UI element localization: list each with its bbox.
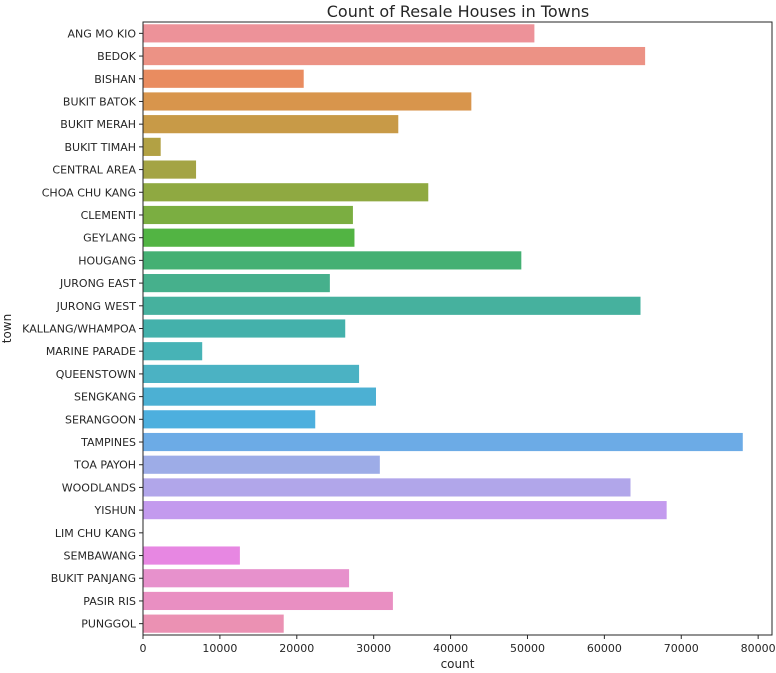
plot-area (143, 24, 743, 633)
bar-kallang-whampoa (143, 319, 346, 338)
y-tick-label: SEMBAWANG (64, 550, 136, 563)
x-tick-label: 70000 (664, 642, 699, 655)
y-tick-label: JURONG WEST (56, 300, 137, 313)
y-tick-label: BISHAN (94, 73, 136, 86)
y-tick-label: CLEMENTI (81, 209, 136, 222)
y-tick-label: YISHUN (94, 504, 137, 517)
bar-jurong-east (143, 274, 330, 293)
y-tick-label: TOA PAYOH (73, 459, 136, 472)
bar-bukit-batok (143, 92, 472, 111)
bar-bukit-timah (143, 137, 161, 156)
y-tick-label: CENTRAL AREA (52, 164, 136, 177)
bar-toa-payoh (143, 455, 380, 474)
y-tick-label: BUKIT TIMAH (64, 141, 136, 154)
y-tick-label: BUKIT MERAH (60, 118, 136, 131)
y-tick-label: PUNGGOL (81, 618, 137, 631)
bar-bukit-merah (143, 115, 399, 134)
bar-yishun (143, 501, 667, 520)
bar-marine-parade (143, 342, 203, 361)
x-axis: 0 10000 20000 30000 40000 50000 60000 70000 8000… (140, 635, 776, 655)
x-tick-label: 30000 (356, 642, 391, 655)
x-axis-label: count (441, 657, 475, 671)
x-tick-label: 80000 (741, 642, 776, 655)
y-tick-label: SERANGOON (65, 413, 136, 426)
bar-geylang (143, 228, 355, 247)
x-tick-label: 60000 (587, 642, 622, 655)
x-tick-label: 20000 (279, 642, 314, 655)
bar-clementi (143, 205, 353, 225)
bar-central-area (143, 160, 197, 179)
bar-punggol (143, 614, 284, 633)
x-tick-label: 0 (140, 642, 147, 655)
y-axis: ANG MO KIO BEDOK BISHAN BUKIT BATOK BUKIT ME… (22, 27, 143, 631)
y-tick-label: TAMPINES (80, 436, 136, 449)
y-tick-label: ANG MO KIO (67, 27, 136, 40)
y-tick-label: WOODLANDS (62, 481, 136, 494)
y-tick-label: PASIR RIS (83, 595, 136, 608)
y-tick-label: BUKIT PANJANG (51, 572, 136, 585)
y-tick-label: BEDOK (97, 50, 137, 63)
bar-bishan (143, 69, 304, 88)
y-tick-label: LIM CHU KANG (55, 527, 136, 540)
x-tick-label: 50000 (510, 642, 545, 655)
bar-serangoon (143, 410, 316, 429)
y-tick-label: GEYLANG (83, 232, 136, 245)
bar-jurong-west (143, 296, 641, 315)
bar-sembawang (143, 546, 240, 565)
y-tick-label: JURONG EAST (59, 277, 136, 290)
bar-sengkang (143, 387, 376, 406)
bar-pasir-ris (143, 591, 393, 611)
y-tick-label: CHOA CHU KANG (42, 186, 136, 199)
x-tick-label: 10000 (202, 642, 237, 655)
y-tick-label: BUKIT BATOK (63, 95, 137, 108)
y-tick-label: HOUGANG (78, 254, 136, 267)
bar-bukit-panjang (143, 569, 350, 588)
y-tick-label: MARINE PARADE (46, 345, 136, 358)
x-tick-label: 40000 (433, 642, 468, 655)
bar-bedok (143, 46, 646, 66)
bar-woodlands (143, 478, 631, 497)
chart-title: Count of Resale Houses in Towns (327, 2, 590, 21)
bar-choa-chu-kang (143, 183, 429, 202)
bar-queenstown (143, 364, 360, 383)
y-tick-label: KALLANG/WHAMPOA (22, 323, 136, 336)
bar-hougang (143, 251, 522, 270)
y-tick-label: SENGKANG (74, 391, 136, 404)
y-axis-label: town (0, 314, 14, 343)
bar-ang-mo-kio (143, 24, 535, 43)
y-tick-label: QUEENSTOWN (56, 368, 136, 381)
bar-tampines (143, 432, 743, 452)
